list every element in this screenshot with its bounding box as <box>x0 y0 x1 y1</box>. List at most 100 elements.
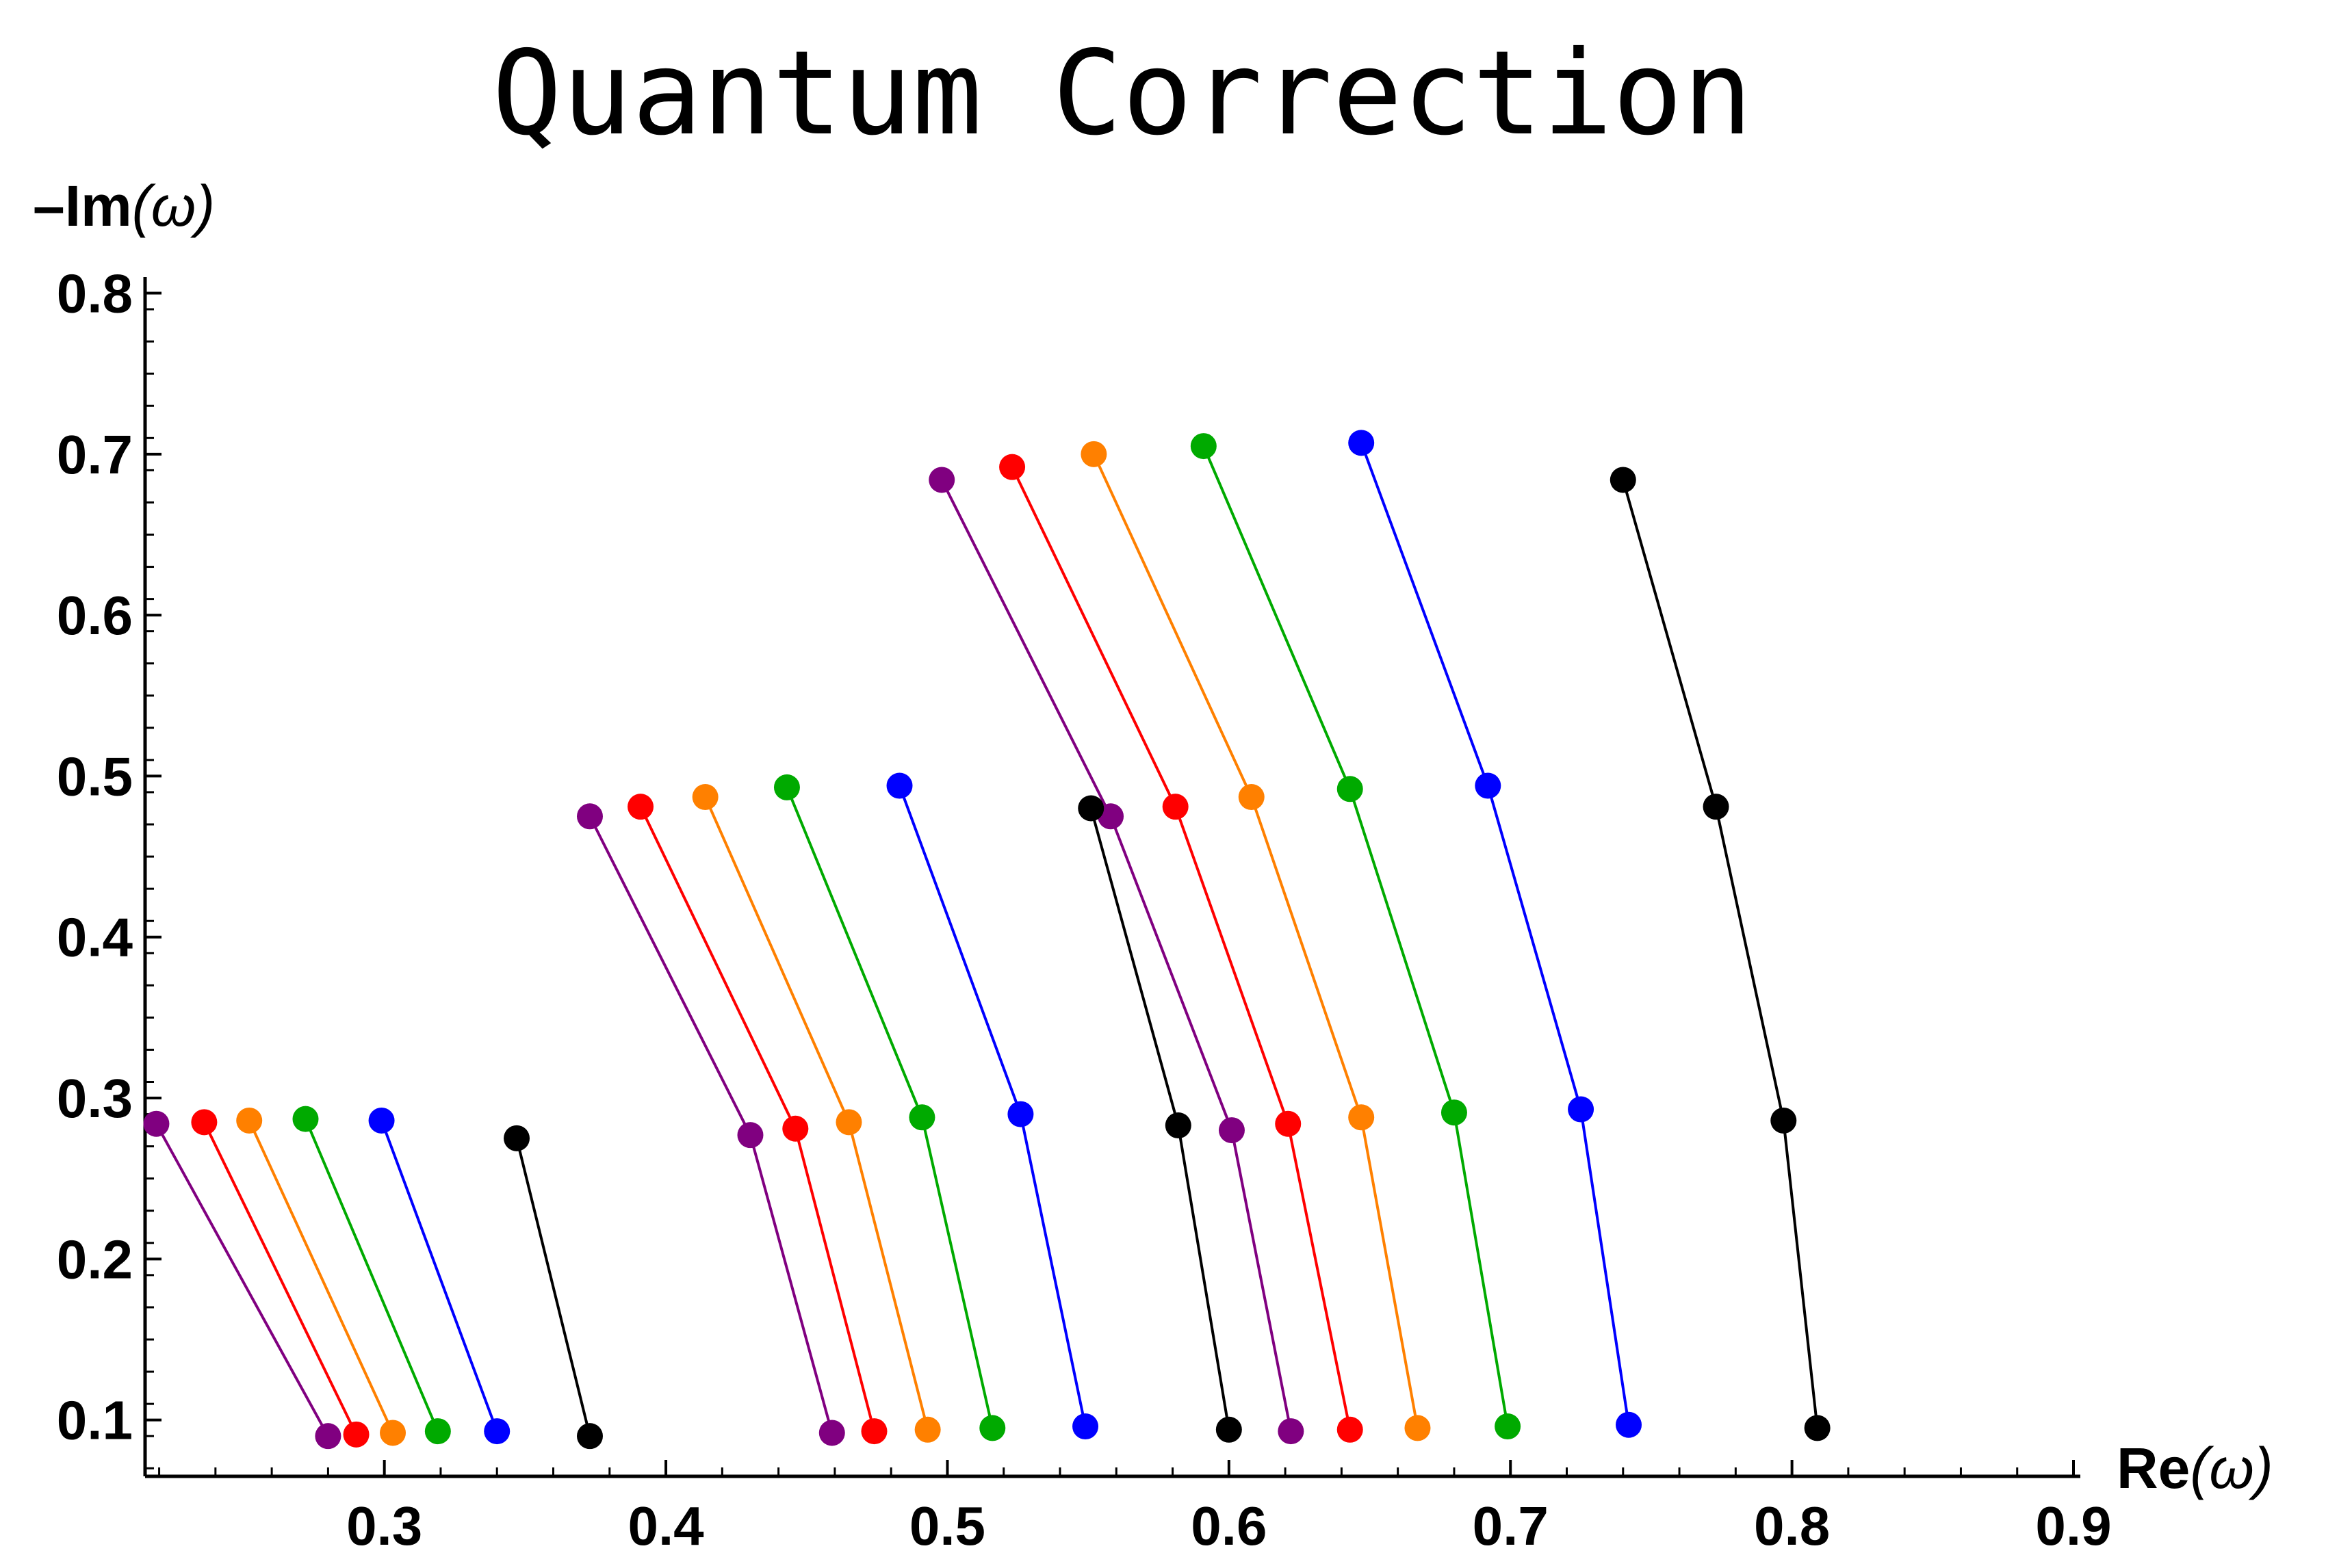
data-point <box>1804 1415 1831 1441</box>
data-point <box>576 1423 603 1450</box>
data-point <box>143 1110 170 1137</box>
x-axis-label-bold: Re <box>2117 1436 2190 1500</box>
x-tick-label: 0.3 <box>346 1495 422 1556</box>
data-point <box>1495 1413 1521 1440</box>
y-tick-label: 0.7 <box>57 424 133 485</box>
series <box>929 467 1304 1445</box>
data-point <box>914 1416 941 1443</box>
data-point <box>1098 803 1124 830</box>
data-point <box>999 454 1026 480</box>
x-tick-label: 0.9 <box>2035 1495 2111 1556</box>
x-tick-label: 0.7 <box>1473 1495 1549 1556</box>
series <box>692 784 941 1443</box>
y-tick-label: 0.3 <box>57 1068 133 1129</box>
series-line <box>1011 466 1352 1430</box>
data-point <box>1475 772 1501 799</box>
series-line <box>786 787 994 1428</box>
series <box>504 1125 603 1450</box>
x-tick-label: 0.4 <box>628 1495 704 1556</box>
series <box>143 1110 341 1450</box>
chart-title: Quantum Correction <box>492 26 1753 161</box>
series <box>576 803 845 1446</box>
series <box>1078 795 1242 1443</box>
data-point <box>191 1109 218 1136</box>
data-point <box>1770 1107 1797 1134</box>
data-point <box>1440 1099 1467 1126</box>
y-tick-label: 0.2 <box>57 1229 133 1290</box>
data-point <box>1238 784 1265 811</box>
data-point <box>692 784 719 811</box>
series <box>1348 430 1642 1438</box>
data-point <box>1278 1418 1304 1445</box>
x-tick-label: 0.6 <box>1191 1495 1267 1556</box>
data-point <box>929 467 955 493</box>
data-point <box>368 1107 395 1134</box>
series <box>1190 433 1521 1440</box>
data-point <box>1165 1112 1191 1139</box>
data-point <box>484 1418 511 1445</box>
data-point <box>1568 1096 1594 1123</box>
data-point <box>1218 1117 1245 1144</box>
data-point <box>1348 1104 1375 1131</box>
data-point <box>1610 467 1636 493</box>
data-point <box>1616 1411 1642 1438</box>
series-line <box>940 479 1293 1432</box>
x-axis-label: Re(ω) <box>2117 1436 2273 1500</box>
data-point <box>1703 794 1729 820</box>
series <box>886 772 1099 1440</box>
data-point <box>424 1418 451 1445</box>
series <box>191 1109 370 1448</box>
axes: 0.3 0.4 0.5 0.6 0.7 0.8 0.9 0.1 0.2 0.3 0.4 0.5 0.6 0… <box>57 263 2112 1556</box>
series-line <box>1360 442 1630 1426</box>
series-line <box>248 1120 394 1434</box>
series <box>368 1107 511 1445</box>
x-axis-label-rest: (ω) <box>2190 1436 2273 1500</box>
series-line <box>304 1118 439 1432</box>
data-point <box>1404 1415 1431 1441</box>
data-point <box>1348 430 1375 456</box>
series-line <box>1202 445 1510 1427</box>
data-point <box>1336 776 1363 802</box>
data-point <box>773 774 800 800</box>
series <box>628 794 888 1445</box>
x-tick-label: 0.8 <box>1754 1495 1830 1556</box>
series <box>1081 441 1431 1441</box>
series-layer <box>143 430 1831 1450</box>
data-point <box>836 1109 862 1136</box>
series-line <box>203 1121 358 1435</box>
y-axis-label-bold: –Im <box>33 174 132 238</box>
series-line <box>515 1138 591 1437</box>
series-line <box>155 1123 330 1437</box>
data-point <box>1007 1101 1034 1127</box>
data-point <box>861 1418 888 1445</box>
data-point <box>380 1420 406 1446</box>
data-point <box>909 1104 935 1131</box>
data-point <box>979 1415 1006 1441</box>
series <box>1610 467 1831 1441</box>
data-point <box>628 794 654 820</box>
series <box>999 454 1363 1443</box>
y-tick-label: 0.6 <box>57 585 133 646</box>
data-point <box>1072 1413 1099 1440</box>
data-point <box>1336 1416 1363 1443</box>
y-tick-label: 0.4 <box>57 907 133 968</box>
y-tick-label: 0.8 <box>57 263 133 324</box>
data-point <box>1078 795 1104 822</box>
data-point <box>236 1107 263 1134</box>
data-point <box>315 1423 341 1450</box>
data-point <box>1275 1110 1302 1137</box>
data-point <box>782 1115 809 1142</box>
data-point <box>818 1420 845 1446</box>
data-point <box>1190 433 1217 460</box>
series <box>236 1107 406 1446</box>
data-point <box>737 1122 764 1149</box>
y-axis-label: –Im(ω) <box>33 174 215 238</box>
series-line <box>1621 479 1819 1428</box>
data-point <box>886 772 913 799</box>
y-axis-label-rest: (ω) <box>132 174 215 238</box>
data-point <box>292 1106 319 1132</box>
series <box>292 1106 451 1445</box>
data-point <box>343 1421 370 1448</box>
series-line <box>1092 453 1419 1428</box>
